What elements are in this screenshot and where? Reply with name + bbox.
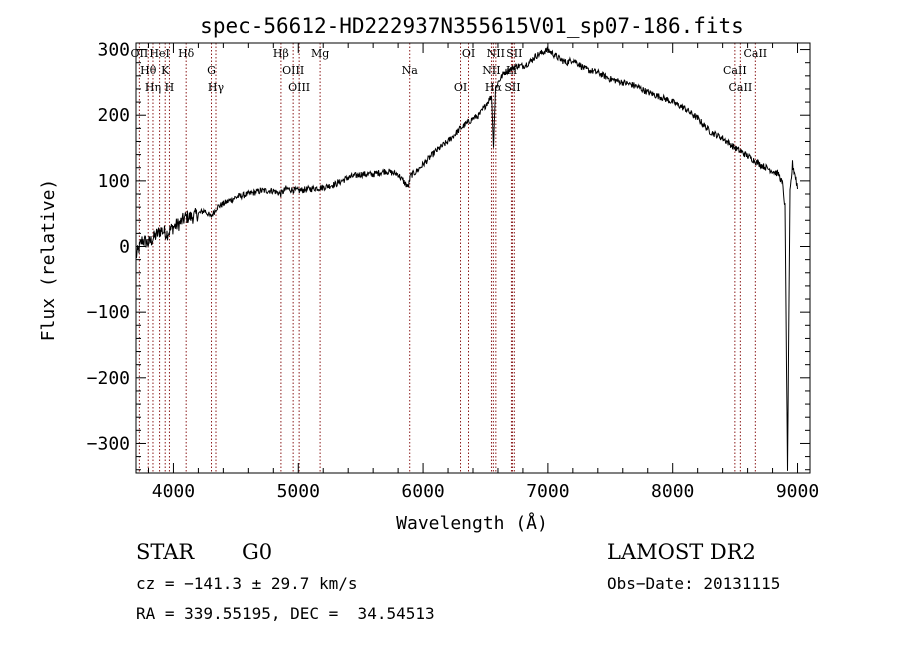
y-tick-label: −100 bbox=[87, 302, 130, 323]
y-axis-label: Flux (relative) bbox=[38, 179, 59, 342]
line-label: CaII bbox=[723, 64, 747, 77]
line-label: HeI bbox=[149, 47, 169, 60]
survey-name: LAMOST DR2 bbox=[607, 540, 756, 564]
line-markers bbox=[138, 43, 756, 473]
line-label: Hα bbox=[485, 81, 503, 94]
observation-date: Obs−Date: 20131115 bbox=[607, 574, 781, 593]
line-labels: OII Hθ Hη HeI KH Hδ G Hγ Hβ OIII OIII Mg Na OI OI NII Hα… bbox=[131, 47, 768, 94]
x-tick-label: 8000 bbox=[651, 481, 694, 502]
redshift-cz: cz = −141.3 ± 29.7 km/s bbox=[136, 574, 358, 593]
x-tick-label: 5000 bbox=[277, 481, 320, 502]
chart-title: spec-56612-HD222937N355615V01_sp07-186.f… bbox=[200, 14, 744, 38]
line-label: SII bbox=[504, 81, 520, 94]
x-tick-label: 6000 bbox=[401, 481, 444, 502]
line-label: Mg bbox=[311, 47, 329, 60]
spectrum-group bbox=[135, 46, 798, 471]
y-tick-label: 200 bbox=[97, 105, 130, 126]
x-axis-label: Wavelength (Å) bbox=[396, 512, 548, 534]
line-label: CaII bbox=[729, 81, 753, 94]
coordinates: RA = 339.55195, DEC = 34.54513 bbox=[136, 604, 435, 623]
line-label: Hδ bbox=[178, 47, 195, 60]
line-label: Hγ bbox=[208, 81, 225, 94]
line-label: NII bbox=[487, 47, 505, 60]
line-label: Hβ bbox=[273, 47, 289, 60]
line-label: OIII bbox=[282, 64, 304, 77]
line-label: OIII bbox=[288, 81, 310, 94]
object-subclass: G0 bbox=[242, 540, 273, 564]
y-tick-label: 0 bbox=[119, 237, 130, 258]
line-label: OI bbox=[462, 47, 475, 60]
y-tick-label: −200 bbox=[87, 368, 130, 389]
line-label: G bbox=[207, 64, 216, 77]
y-tick-label: −300 bbox=[87, 433, 130, 454]
y-tick-label: 300 bbox=[97, 40, 130, 61]
plot-frame bbox=[135, 42, 811, 474]
y-axis: −300 −200 −100 0 100 200 300 bbox=[87, 40, 810, 471]
spectrum-line bbox=[135, 46, 798, 471]
line-label: CaII bbox=[743, 47, 767, 60]
line-label: Na bbox=[402, 64, 419, 77]
x-tick-label: 4000 bbox=[152, 481, 195, 502]
line-label: OII bbox=[131, 47, 149, 60]
x-tick-label: 7000 bbox=[526, 481, 569, 502]
line-label: H bbox=[165, 81, 175, 94]
line-label: NII bbox=[482, 64, 500, 77]
line-label: K bbox=[161, 64, 170, 77]
y-tick-label: 100 bbox=[97, 171, 130, 192]
line-label: Hθ bbox=[140, 64, 157, 77]
line-label: OI bbox=[454, 81, 467, 94]
line-label: Hη bbox=[145, 81, 161, 94]
x-axis: 4000 5000 6000 7000 8000 9000 bbox=[147, 43, 819, 502]
x-tick-label: 9000 bbox=[776, 481, 819, 502]
object-class: STAR bbox=[136, 540, 195, 564]
line-label: SII bbox=[506, 47, 522, 60]
